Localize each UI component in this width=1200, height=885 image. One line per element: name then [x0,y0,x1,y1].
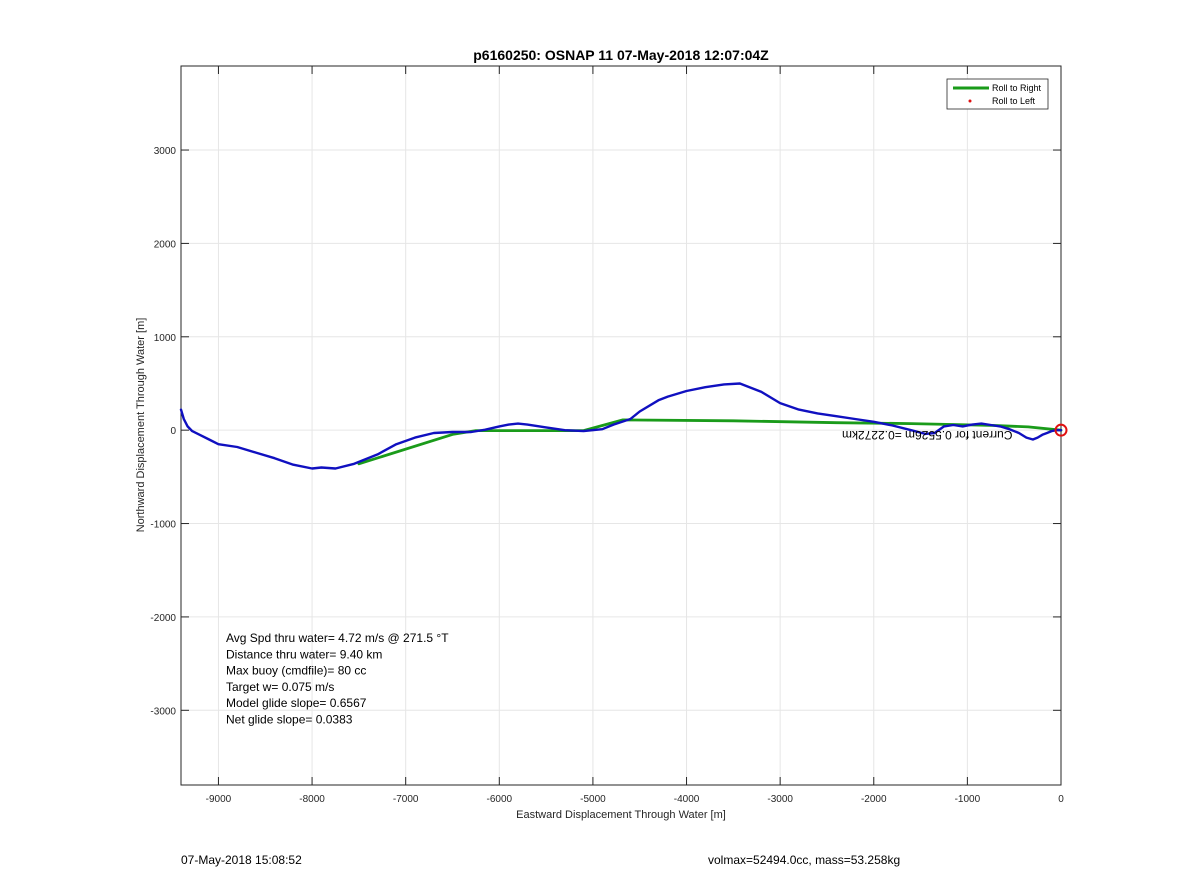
x-axis-label: Eastward Displacement Through Water [m] [516,809,726,821]
legend-roll-right-label: Roll to Right [992,83,1042,93]
stats-annotation: Distance thru water= 9.40 km [226,647,382,661]
y-tick-label: -1000 [150,520,176,531]
stats-annotation: Model glide slope= 0.6567 [226,696,367,710]
x-tick-label: 0 [1058,794,1064,805]
stats-annotation: Max buoy (cmdfile)= 80 cc [226,664,366,678]
footer-info: volmax=52494.0cc, mass=53.258kg [708,853,901,867]
series-group [179,382,1068,470]
y-axis-label: Northward Displacement Through Water [m] [135,318,147,533]
stats-annotation: Target w= 0.075 m/s [226,680,334,694]
annotations: Avg Spd thru water= 4.72 m/s @ 271.5 °T D… [226,631,449,727]
legend-roll-left-label: Roll to Left [992,96,1036,106]
legend-roll-left-swatch [968,99,972,103]
x-tick-label: -2000 [861,794,887,805]
x-tick-label: -1000 [955,794,981,805]
x-tick-label: -9000 [206,794,232,805]
x-tick-label: -3000 [767,794,793,805]
y-tick-label: 0 [170,426,176,437]
y-tick-label: 3000 [154,146,177,157]
stats-annotation: Net glide slope= 0.0383 [226,713,353,727]
y-tick-label: 1000 [154,333,177,344]
footer-timestamp: 07-May-2018 15:08:52 [181,853,302,867]
series-track-line [179,382,1063,470]
chart-title: p6160250: OSNAP 11 07-May-2018 12:07:04Z [473,47,769,63]
axis-ticks: -9000 -8000 -7000 -6000 -5000 -4000 -3000 -2000… [150,66,1064,805]
x-tick-label: -6000 [487,794,513,805]
y-tick-label: -2000 [150,613,176,624]
x-tick-label: -5000 [580,794,606,805]
x-tick-label: -4000 [674,794,700,805]
x-tick-label: -7000 [393,794,419,805]
legend-box [946,78,1049,110]
legend: Roll to Right Roll to Left [946,78,1049,110]
end-marker [1054,423,1068,437]
stats-annotation: Avg Spd thru water= 4.72 m/s @ 271.5 °T [226,631,449,645]
y-tick-label: -3000 [150,706,176,717]
x-tick-label: -8000 [299,794,325,805]
mirrored-current-label: Current for 0.5526m =0.2272km [842,428,1012,442]
y-tick-label: 2000 [154,239,177,250]
